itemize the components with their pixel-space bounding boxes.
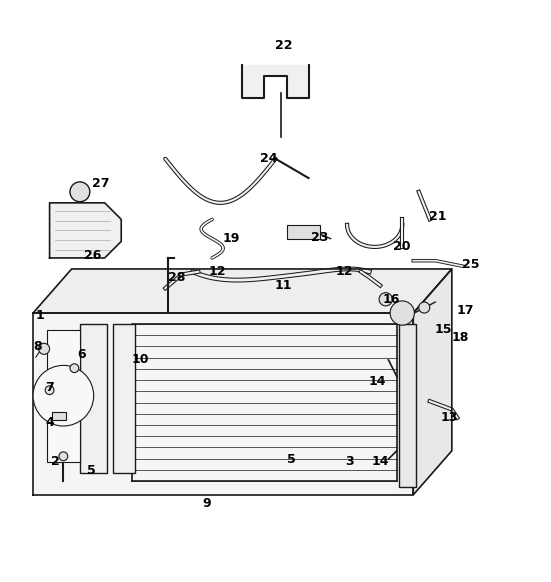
Circle shape (70, 182, 90, 202)
Polygon shape (33, 269, 452, 313)
Text: 11: 11 (275, 279, 293, 292)
Text: 9: 9 (202, 496, 211, 510)
Polygon shape (242, 65, 309, 98)
Text: 5: 5 (87, 464, 95, 477)
Text: 22: 22 (275, 40, 293, 52)
Polygon shape (50, 203, 121, 258)
Circle shape (33, 365, 94, 426)
Bar (52, 412, 66, 420)
Text: 16: 16 (382, 293, 400, 306)
Circle shape (70, 364, 79, 372)
Text: 25: 25 (462, 258, 480, 271)
Text: 23: 23 (311, 230, 328, 243)
Circle shape (39, 343, 50, 354)
Text: 21: 21 (429, 210, 447, 223)
Bar (399, 324, 416, 487)
Bar (80, 324, 107, 473)
Text: 19: 19 (223, 232, 240, 245)
Circle shape (419, 302, 430, 313)
Text: 1: 1 (35, 309, 44, 322)
Text: 26: 26 (84, 249, 101, 262)
Text: 8: 8 (33, 340, 42, 353)
Bar (47, 329, 80, 462)
Text: 10: 10 (132, 353, 149, 367)
Text: 6: 6 (77, 348, 86, 361)
Text: 3: 3 (345, 455, 354, 469)
Text: 18: 18 (451, 331, 469, 345)
Text: 12: 12 (209, 265, 226, 278)
Text: 7: 7 (45, 381, 54, 394)
Text: 24: 24 (260, 152, 278, 165)
Text: 27: 27 (91, 177, 109, 190)
Polygon shape (33, 313, 413, 495)
Text: 5: 5 (287, 453, 295, 466)
Text: 13: 13 (440, 411, 458, 424)
Text: 2: 2 (51, 455, 60, 469)
Bar (113, 324, 135, 473)
Circle shape (390, 301, 414, 325)
Text: 28: 28 (168, 271, 185, 283)
Circle shape (379, 293, 392, 306)
Text: 12: 12 (336, 265, 353, 278)
Text: 17: 17 (457, 304, 474, 317)
Circle shape (59, 452, 68, 461)
Text: 15: 15 (435, 323, 452, 336)
Circle shape (45, 386, 54, 395)
Bar (287, 225, 320, 239)
Text: 14: 14 (369, 375, 386, 388)
Text: 14: 14 (371, 455, 389, 469)
Polygon shape (413, 269, 452, 495)
Text: 20: 20 (393, 240, 411, 253)
Text: 4: 4 (45, 416, 54, 428)
